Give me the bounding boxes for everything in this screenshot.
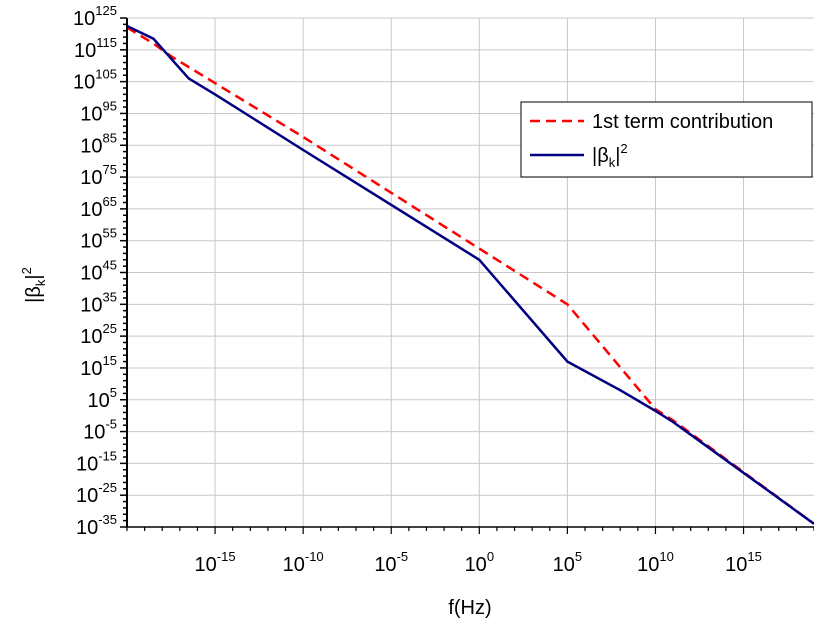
y-axis-ticks: 10125 10115 10105 1095 1085 1075 1065 1055 1045 1… [73,3,127,539]
legend-label-first-term: 1st term contribution [592,111,773,133]
x-tick-label: 105 [553,549,582,576]
y-tick-label: 10105 [73,67,117,94]
y-tick-label: 1035 [80,289,117,316]
series-first-term-line [126,26,814,525]
x-tick-label: 1010 [637,549,674,576]
legend-label-beta: |βk|2 [592,141,628,170]
legend-box [520,101,813,178]
x-tick-label: 10-15 [195,549,236,576]
y-tick-label: 10115 [74,35,117,62]
y-tick-label: 1065 [80,194,117,221]
y-tick-label: 10-5 [83,417,117,444]
y-tick-label: 1055 [80,226,117,253]
y-tick-label: 1045 [80,258,117,285]
y-tick-label: 1025 [80,321,117,348]
y-tick-label: 1015 [80,353,117,380]
x-axis-ticks: 10-15 10-10 10-5 100 105 1010 1015 [126,527,814,576]
y-axis-label: |βk|2 [19,267,48,303]
legend: 1st term contribution |βk|2 [520,101,813,178]
x-tick-label: 10-10 [283,549,324,576]
x-tick-label: 1015 [725,549,762,576]
x-axis-label: f(Hz) [448,597,491,619]
y-tick-label: 1085 [80,130,117,157]
x-tick-label: 100 [465,549,494,576]
series-beta-line [126,24,814,525]
series-lines [126,24,814,525]
y-tick-label: 10-15 [76,448,117,475]
y-tick-label: 1095 [80,98,117,125]
y-tick-label: 10-25 [76,480,117,507]
y-tick-label: 10125 [73,3,117,30]
y-tick-label: 10-35 [76,512,117,539]
x-tick-label: 10-5 [374,549,408,576]
y-tick-label: 1075 [80,162,117,189]
y-tick-label: 105 [88,385,117,412]
